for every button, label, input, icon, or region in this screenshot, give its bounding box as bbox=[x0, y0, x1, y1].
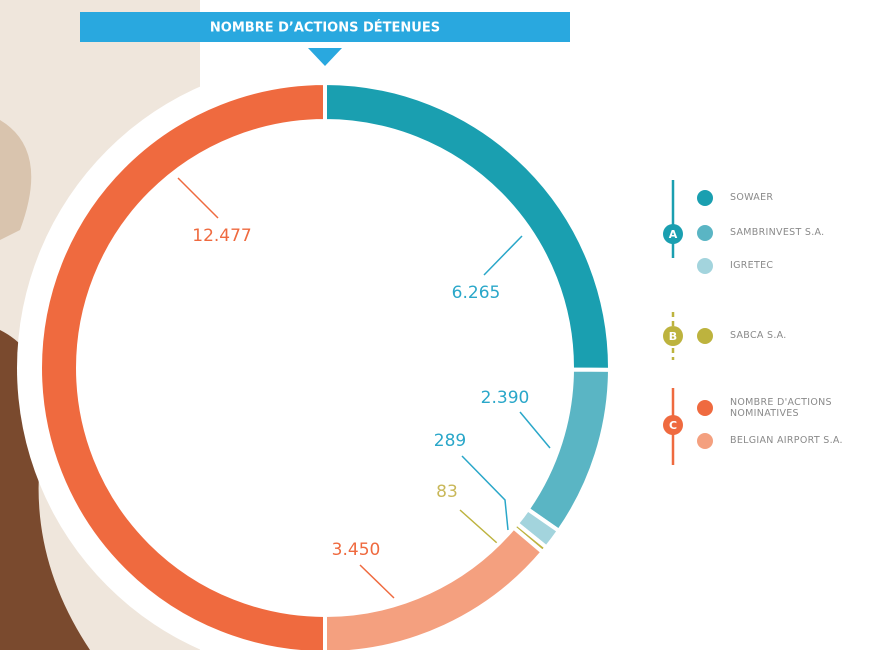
legend-swatch bbox=[697, 433, 713, 449]
legend-label: BELGIAN AIRPORT S.A. bbox=[730, 435, 843, 446]
legend-group-label: C bbox=[669, 419, 677, 432]
value-label: 289 bbox=[434, 431, 466, 451]
value-label: 6.265 bbox=[452, 283, 501, 303]
value-label: 12.477 bbox=[192, 226, 251, 246]
legend-swatch bbox=[697, 258, 713, 274]
legend-group-badge bbox=[663, 224, 683, 244]
legend-label: SOWAER bbox=[730, 192, 774, 203]
legend-swatch bbox=[697, 225, 713, 241]
legend-swatch bbox=[697, 400, 713, 416]
value-label: 83 bbox=[436, 482, 458, 502]
legend-label: SAMBRINVEST S.A. bbox=[730, 227, 825, 238]
leader-line bbox=[359, 564, 395, 599]
legend-label: NOMBRE D'ACTIONS NOMINATIVES bbox=[730, 397, 832, 419]
legend-label: IGRETEC bbox=[730, 260, 774, 271]
ring-backdrop bbox=[17, 60, 633, 650]
leader-line bbox=[483, 235, 523, 276]
leader-line bbox=[519, 411, 551, 449]
donut-segment bbox=[38, 80, 327, 650]
value-label: 2.390 bbox=[481, 388, 530, 408]
leader-line bbox=[461, 455, 509, 531]
title-banner bbox=[80, 12, 570, 42]
title-pointer bbox=[308, 48, 342, 66]
photo-detail bbox=[0, 120, 32, 240]
legend-label: SABCA S.A. bbox=[730, 330, 787, 341]
chart-title: NOMBRE D’ACTIONS DÉTENUES bbox=[210, 20, 440, 36]
legend-swatch bbox=[697, 190, 713, 206]
legend-swatch bbox=[697, 328, 713, 344]
legend-group-label: A bbox=[669, 228, 678, 241]
legend-group-badge bbox=[663, 326, 683, 346]
leader-line bbox=[177, 177, 219, 219]
leader-line bbox=[459, 509, 498, 544]
donut-segment bbox=[323, 524, 546, 650]
legend-group-badge bbox=[663, 415, 683, 435]
legend-group-label: B bbox=[669, 330, 677, 343]
value-label: 3.450 bbox=[332, 540, 381, 560]
